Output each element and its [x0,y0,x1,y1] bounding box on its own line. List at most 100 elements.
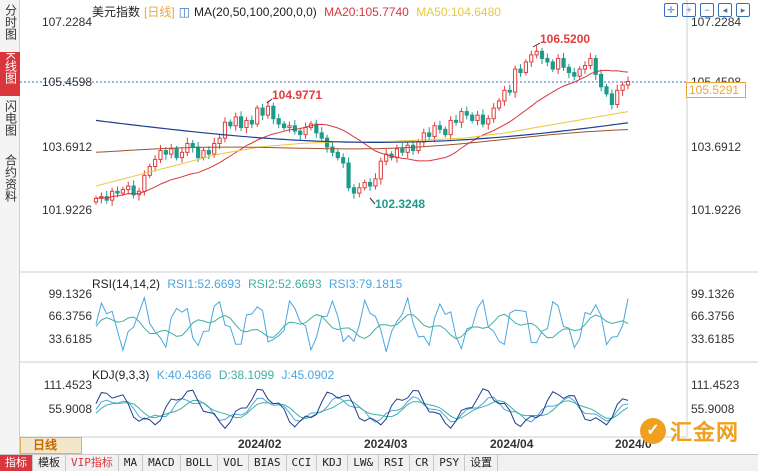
indicator-tab-4[interactable]: MACD [143,455,181,471]
tab-timeshare-label: 分时图 [3,4,18,40]
main-axis-left-label: 105.4598 [42,75,92,89]
candle-body [228,121,233,127]
indicator-tab-8[interactable]: CCI [287,455,318,471]
tab-contract-info[interactable]: 合约资料 [0,154,20,214]
main-axis-left-label: 103.6912 [42,140,92,154]
candle-body [410,144,416,152]
tab-flash[interactable]: 闪电图 [0,100,20,144]
tab-kline[interactable]: K线图 [0,52,20,96]
rsi1-value: RSI1:52.6693 [167,277,241,291]
candle-body [126,185,131,191]
candle-body [362,181,367,189]
indicator-tab-9[interactable]: KDJ [317,455,349,471]
candle-body [131,185,136,196]
candle-body [378,160,383,180]
indicator-tab-0[interactable]: 指标 [0,455,33,471]
candle-body [491,107,496,120]
candle-body [249,119,254,125]
indicator-tab-10[interactable]: LW& [348,455,380,471]
rsi2-line [95,313,629,340]
rsi-axis-right-label: 66.3756 [691,309,735,323]
kdj-axis-left-label: 111.4523 [44,378,93,392]
legend-ma20: MA20:105.7740 [324,5,409,19]
candle-body [577,68,582,77]
tab-timeshare[interactable]: 分时图 [0,4,20,48]
indicator-tab-11[interactable]: RSI [379,455,410,471]
ma200-line [95,119,629,143]
indicator-tab-1[interactable]: 模板 [33,455,66,471]
zoom-in-icon[interactable]: + [682,3,696,17]
annotation-pointer [266,98,273,104]
move-left-icon[interactable]: ◂ [718,3,732,17]
candle-body [255,107,260,125]
candle-body [147,166,152,176]
move-right-icon[interactable]: ▸ [736,3,750,17]
candle-body [486,118,491,125]
candle-body [566,66,571,74]
legend-symbol: 美元指数 [92,5,141,19]
candle-body [174,148,179,159]
kdj-k-value: K:40.4366 [156,368,212,382]
kdj-legend: KDJ(9,3,3) K:40.4366 D:38.1099 J:45.0902 [92,368,338,382]
kdj-axis-right-label: 55.9008 [691,402,735,416]
main-axis-left-label: 101.9226 [42,203,92,217]
indicator-tab-2[interactable]: VIP指标 [66,455,119,471]
rsi-axis-right-label: 33.6185 [691,332,735,346]
indicator-tab-3[interactable]: MA [119,455,144,471]
legend-ma-params: MA(20,50,100,200,0,0) [194,5,317,19]
candle-body [276,118,281,125]
candle-body [93,197,99,203]
annotation-pointer [369,197,376,205]
annotation-pointer [532,42,541,48]
candle-body [453,119,459,123]
indicator-tab-13[interactable]: PSY [434,455,466,471]
zoom-out-icon[interactable]: − [700,3,714,17]
indicator-tab-5[interactable]: BOLL [181,455,219,471]
indicator-tab-12[interactable]: CR [410,455,435,471]
candle-body [373,178,378,187]
date-axis-label: 2024/04 [490,437,534,451]
candle-body [233,116,238,127]
candle-body [335,151,340,159]
candle-body [394,148,400,159]
candle-body [593,57,598,75]
candle-body [244,119,249,129]
candle-body [115,190,120,194]
candle-body [351,187,357,194]
candle-body [432,125,437,137]
candle-body [217,137,222,144]
ma100-line [95,129,629,153]
candle-body [153,158,158,168]
candle-body [298,130,303,136]
indicator-tab-14[interactable]: 设置 [465,455,499,471]
current-price-tag: 105.5291 [686,82,746,98]
candle-body [496,100,502,109]
candle-body [534,50,539,56]
indicator-tab-6[interactable]: VOL [218,455,249,471]
price-annotation: 106.5200 [540,32,590,46]
rsi3-value: RSI3:79.1815 [328,277,403,291]
rsi-axis-right-label: 99.1326 [691,287,735,301]
candle-body [260,107,265,116]
candle-body [550,61,555,70]
price-chart[interactable]: 104.9771 106.5200 102.3248 107.2284 105.459… [20,0,758,454]
candle-body [556,57,561,70]
candle-body [437,125,443,130]
period-daily-button[interactable]: 日线 [20,437,82,454]
candle-body [367,181,373,187]
candle-body [238,116,244,129]
rsi2-value: RSI2:52.6693 [248,277,322,291]
candle-body [609,93,614,106]
candle-body [448,119,453,136]
candle-body [346,162,351,189]
main-legend: 美元指数 [日线] ◫ MA(20,50,100,200,0,0) MA20:105.… [92,3,505,20]
ma50-line [95,111,629,187]
indicator-tab-7[interactable]: BIAS [249,455,287,471]
candle-body [281,123,287,129]
candle-body [470,114,475,121]
candle-body [582,65,588,70]
candle-body [169,148,174,155]
ma20-line [95,69,629,199]
crosshair-icon[interactable]: ✛ [664,3,678,17]
candle-body [196,146,201,159]
